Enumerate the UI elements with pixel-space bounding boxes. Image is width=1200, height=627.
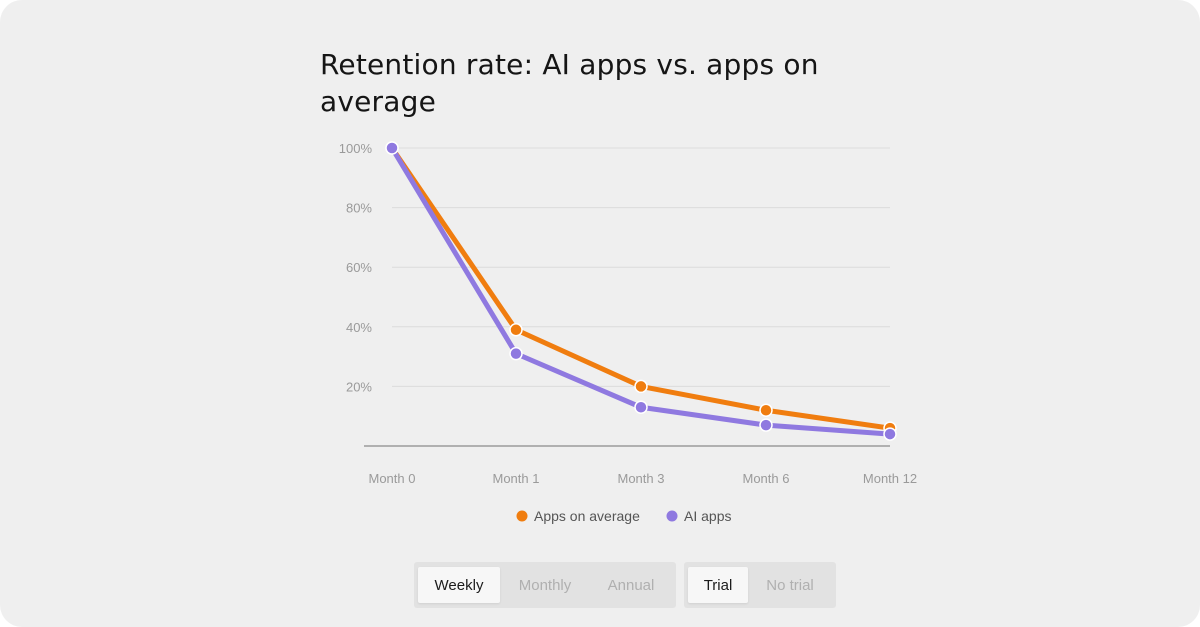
trial-option-no-trial[interactable]: No trial [766,576,814,594]
data-point [509,346,523,361]
x-tick-label: Month 1 [493,471,540,486]
y-tick-label: 40% [346,320,372,335]
period-option-monthly[interactable]: Monthly [518,576,572,594]
chart-title: Retention rate: AI apps vs. apps on aver… [320,48,819,118]
series-lines [385,141,897,441]
period-option-annual[interactable]: Annual [607,576,655,594]
trial-option-trial[interactable]: Trial [688,567,748,603]
series-apps-on-average [385,141,897,435]
data-point [509,323,523,337]
x-tick-label: Month 3 [618,471,665,486]
y-axis-ticks: 100% 80% 60% 40% 20% [339,141,373,394]
y-tick-label: 20% [346,379,372,394]
period-toggle: Weekly Monthly Annual [414,562,676,608]
y-tick-label: 60% [346,260,372,275]
series-ai-apps [385,141,897,441]
grid [364,147,890,447]
legend-swatch [516,510,528,522]
x-tick-label: Month 6 [743,471,790,486]
data-point [634,379,648,394]
data-point [385,141,399,155]
x-axis-ticks: Month 0 Month 1 Month 3 Month 6 Month 12 [369,471,918,486]
legend-label: AI apps [684,508,731,524]
data-point [759,403,773,417]
data-point [759,418,773,432]
period-option-weekly[interactable]: Weekly [418,567,500,603]
x-tick-label: Month 0 [369,471,416,486]
legend-label: Apps on average [534,508,640,524]
legend: Apps on average AI apps [516,508,731,524]
data-point [883,427,897,441]
data-point [634,400,648,415]
y-tick-label: 100% [339,141,373,156]
y-tick-label: 80% [346,201,372,216]
trial-toggle: Trial No trial [684,562,836,608]
x-tick-label: Month 12 [863,471,917,486]
legend-swatch [666,510,678,522]
